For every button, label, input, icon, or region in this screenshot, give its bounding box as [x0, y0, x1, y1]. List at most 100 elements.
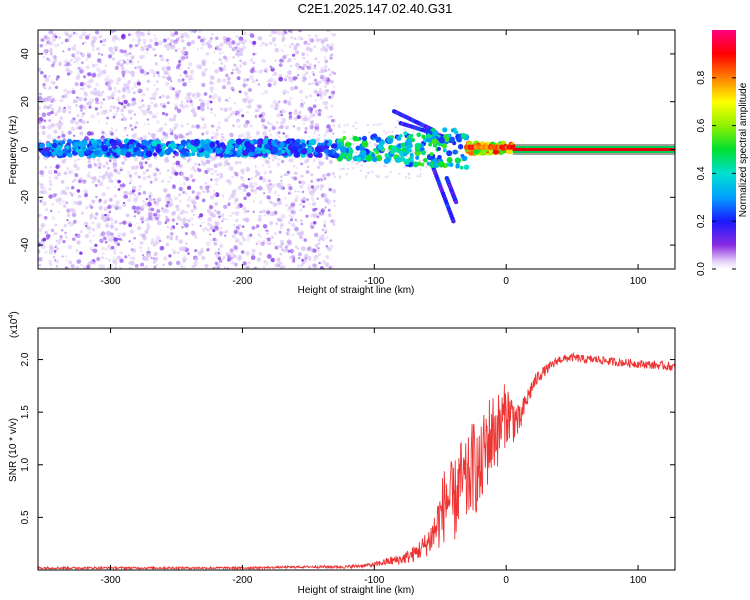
spectrum-point [339, 168, 343, 171]
spectrum-point [153, 115, 157, 118]
spectrum-point [146, 225, 151, 229]
spectrum-point [310, 221, 313, 225]
spectrum-point [214, 202, 219, 206]
spectrum-point [122, 86, 126, 91]
spectrum-point [249, 58, 253, 62]
spectrum-point [94, 216, 97, 220]
spectrum-point [180, 35, 184, 39]
spectrum-point [114, 89, 117, 93]
carrier-point [170, 143, 177, 150]
spectrum-point [139, 55, 144, 60]
spectrum-point [48, 243, 53, 249]
spectrum-point [195, 195, 200, 200]
spectrum-point [389, 170, 392, 174]
spectrum-point [174, 106, 179, 111]
spectrum-point [159, 245, 165, 251]
spectrum-point [276, 113, 281, 118]
spectrum-point [190, 168, 193, 171]
spectrum-point [177, 78, 182, 83]
carrier-point [355, 145, 361, 151]
spectrum-point [178, 48, 180, 51]
spectrum-point [231, 48, 234, 51]
spectrum-point [84, 266, 88, 269]
spectrum-point [188, 80, 191, 84]
spectrum-point [152, 96, 157, 101]
spectrum-point [116, 255, 121, 260]
spectrum-point [165, 59, 168, 62]
spectrum-point [233, 245, 238, 250]
spectrum-point [38, 240, 41, 243]
spectrum-point [256, 224, 260, 228]
snr-x-ticks: -300 -200 -100 0 100 [101, 328, 647, 586]
spectrum-point [140, 217, 144, 221]
spectrum-point [317, 242, 321, 245]
spectrum-point [254, 115, 257, 118]
spectrum-point [60, 130, 65, 135]
spectrum-point [209, 86, 214, 91]
spectrum-point [101, 192, 106, 197]
spectrum-point [155, 216, 160, 221]
spectrum-point [273, 71, 278, 76]
spectrum-point [259, 176, 263, 181]
spectrum-point [305, 53, 309, 57]
spectrum-point [314, 109, 319, 114]
spectrum-point [281, 91, 284, 94]
spectrum-point [216, 210, 222, 215]
spectrum-point [140, 31, 144, 36]
spectrum-point [299, 184, 304, 189]
spectrum-point [330, 32, 333, 36]
spectrum-point [79, 36, 83, 40]
spectrum-point [307, 42, 311, 46]
carrier-point [403, 152, 408, 157]
spectrum-point [270, 104, 274, 108]
spectrum-point [119, 266, 122, 269]
spectrum-point [291, 42, 295, 46]
spectrum-point [238, 90, 242, 94]
spectrum-point [319, 187, 323, 191]
carrier-point [444, 136, 450, 143]
spectrum-point [222, 51, 225, 54]
spectrum-point [129, 182, 132, 185]
spectrum-point [327, 127, 329, 130]
spectrum-point [173, 118, 176, 121]
spectrum-point [184, 232, 188, 236]
spectrum-point [285, 172, 290, 176]
spectrum-point [185, 242, 188, 245]
spectrum-point [131, 242, 134, 245]
spectrum-point [170, 80, 173, 83]
spectrum-point [166, 58, 169, 62]
spectrum-point [212, 132, 215, 135]
spectrum-point [105, 122, 108, 125]
spectrum-point [193, 256, 199, 261]
spectrum-point [269, 65, 273, 69]
spectrum-point [299, 208, 303, 212]
spectrum-point [200, 38, 204, 43]
spectrum-point [178, 134, 182, 138]
carrier-point [423, 158, 428, 163]
spectrum-point [141, 221, 144, 224]
spectrum-point [114, 179, 117, 182]
spectrum-point [48, 250, 53, 255]
spectrum-point [298, 256, 301, 260]
spectrum-point [227, 255, 231, 259]
spectrum-point [276, 162, 281, 167]
spectrum-point [130, 127, 134, 131]
spectrum-point [295, 172, 299, 175]
spectrum-point [242, 188, 247, 193]
spectrum-point [149, 68, 154, 73]
spectrum-point [51, 216, 56, 221]
spectrum-point [315, 38, 320, 43]
spectrum-point [81, 31, 87, 36]
spectrum-point [158, 40, 163, 46]
spectrum-point [277, 157, 281, 161]
carrier-point [285, 139, 291, 144]
spectrum-point [43, 119, 47, 123]
spectrum-point [282, 187, 286, 190]
spectrum-point [55, 265, 59, 268]
spectrum-point [133, 193, 137, 197]
spectrum-point [313, 45, 317, 49]
spectrum-point [386, 143, 389, 146]
spectrum-point [126, 213, 130, 218]
snr-multiplier-close: ) [9, 311, 20, 314]
spectrum-point [180, 209, 186, 214]
